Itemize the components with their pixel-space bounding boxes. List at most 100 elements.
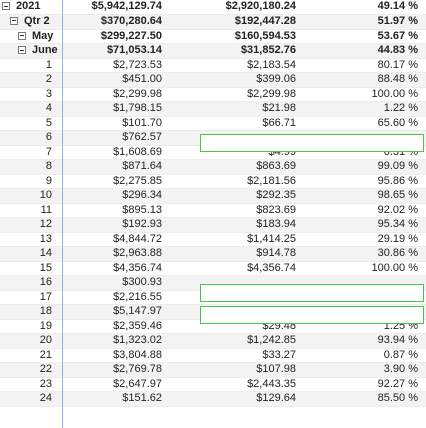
hierarchy-row-june: June $71,053.14 $31,852.76 44.83 %: [0, 44, 426, 59]
value-col-1: $2,359.46: [113, 319, 162, 332]
day-number: 15: [39, 261, 52, 274]
value-col-3: 85.50 %: [377, 392, 418, 404]
day-number: 17: [39, 290, 52, 303]
value-col-3: 30.86 %: [377, 247, 418, 259]
value-col-2: $2,443.35: [247, 377, 296, 390]
value-col-1: $2,723.53: [113, 58, 162, 71]
value-col-1: $3,804.88: [113, 348, 162, 361]
value-col-3: 95.34 %: [377, 218, 418, 230]
value-col-2: $863.69: [256, 160, 296, 172]
value-col-3: 98.65 %: [377, 189, 418, 201]
value-col-3: 92.27 %: [377, 377, 418, 390]
value-col-3: 95.86 %: [377, 174, 418, 187]
day-number: 19: [39, 319, 52, 332]
day-row: 5 $101.70 $66.71 65.60 %: [0, 116, 426, 131]
value-col-3: 3.90 %: [383, 363, 418, 375]
row-label: Qtr 2: [24, 14, 50, 27]
hierarchy-row-2021: 2021 $5,942,129.74 $2,920,180.24 49.14 %: [0, 0, 426, 15]
day-row: 8 $871.64 $863.69 99.09 %: [0, 160, 426, 175]
value-col-2: $160,594.53: [234, 29, 296, 42]
value-col-1: $871.64: [122, 160, 162, 172]
value-col-1: $5,147.97: [113, 305, 162, 317]
value-col-3: 1.22 %: [383, 102, 418, 114]
value-col-1: $5,942,129.74: [91, 0, 162, 12]
value-col-3: 49.14 %: [377, 0, 418, 12]
day-number: 8: [45, 160, 52, 172]
day-row: 4 $1,798.15 $21.98 1.22 %: [0, 102, 426, 117]
value-col-1: $895.13: [122, 203, 162, 216]
value-col-2: $1,414.25: [247, 232, 296, 245]
value-col-3: 44.83 %: [377, 44, 418, 56]
collapse-button[interactable]: [18, 46, 26, 54]
day-number: 3: [45, 87, 52, 100]
day-number: 1: [45, 58, 52, 71]
day-number: 23: [39, 377, 52, 390]
value-col-3: 80.17 %: [377, 58, 418, 71]
value-col-1: $370,280.64: [100, 14, 162, 27]
row-label: 2021: [16, 0, 41, 12]
day-row: 11 $895.13 $823.69 92.02 %: [0, 203, 426, 218]
value-col-2: $2,183.54: [247, 58, 296, 71]
day-number: 6: [45, 131, 52, 143]
day-number: 16: [39, 276, 52, 288]
value-col-2: $292.35: [256, 189, 296, 201]
value-col-3: 92.02 %: [377, 203, 418, 216]
day-number: 12: [39, 218, 52, 230]
day-number: 21: [39, 348, 52, 361]
value-col-1: $4,844.72: [113, 232, 162, 245]
day-row: 14 $2,963.88 $914.78 30.86 %: [0, 247, 426, 262]
value-col-3: 93.94 %: [377, 334, 418, 346]
day-number: 24: [39, 392, 52, 404]
value-col-2: $33.27: [262, 348, 296, 361]
day-row: 13 $4,844.72 $1,414.25 29.19 %: [0, 232, 426, 247]
value-col-2: $129.64: [256, 392, 296, 404]
collapse-button[interactable]: [2, 2, 10, 10]
value-col-2: $2,299.98: [247, 87, 296, 100]
day-row: 22 $2,769.78 $107.98 3.90 %: [0, 363, 426, 378]
day-row: 1 $2,723.53 $2,183.54 80.17 %: [0, 58, 426, 73]
value-col-2: $2,181.56: [247, 174, 296, 187]
value-col-2: $1,242.85: [247, 334, 296, 346]
collapse-button[interactable]: [18, 31, 26, 40]
day-row: 10 $296.34 $292.35 98.65 %: [0, 189, 426, 204]
value-col-2: $192,447.28: [234, 14, 296, 27]
value-col-1: $296.34: [122, 189, 162, 201]
value-col-1: $1,608.69: [113, 145, 162, 158]
row-label: June: [32, 44, 58, 56]
value-col-2: $31,852.76: [240, 44, 296, 56]
day-number: 7: [45, 145, 52, 158]
value-col-1: $192.93: [122, 218, 162, 230]
value-col-2: $4,356.74: [247, 261, 296, 274]
value-col-1: $2,275.85: [113, 174, 162, 187]
row-header-divider: [62, 0, 63, 428]
value-col-3: 0.87 %: [383, 348, 418, 361]
value-col-2: $2,920,180.24: [225, 0, 296, 12]
day-row: 12 $192.93 $183.94 95.34 %: [0, 218, 426, 233]
highlight-box-day-16: [200, 284, 424, 302]
value-col-2: $914.78: [256, 247, 296, 259]
collapse-button[interactable]: [10, 16, 18, 25]
value-col-3: 29.19 %: [377, 232, 418, 245]
value-col-1: $300.93: [122, 276, 162, 288]
day-row: 9 $2,275.85 $2,181.56 95.86 %: [0, 174, 426, 189]
row-label: May: [32, 29, 54, 42]
value-col-1: $299,227.50: [100, 29, 162, 42]
day-number: 22: [39, 363, 52, 375]
value-col-3: 53.67 %: [377, 29, 418, 42]
value-col-3: 88.48 %: [377, 73, 418, 85]
value-col-1: $2,769.78: [113, 363, 162, 375]
hierarchy-row-may: May $299,227.50 $160,594.53 53.67 %: [0, 29, 426, 44]
day-row: 23 $2,647.97 $2,443.35 92.27 %: [0, 377, 426, 392]
value-col-3: 100.00 %: [371, 87, 418, 100]
value-col-1: $101.70: [122, 116, 162, 129]
day-row: 24 $151.62 $129.64 85.50 %: [0, 392, 426, 407]
value-col-1: $4,356.74: [113, 261, 162, 274]
day-row: 15 $4,356.74 $4,356.74 100.00 %: [0, 261, 426, 276]
day-number: 9: [45, 174, 52, 187]
value-col-2: $183.94: [256, 218, 296, 230]
value-col-3: 100.00 %: [371, 261, 418, 274]
value-col-2: $66.71: [262, 116, 296, 129]
value-col-2: $399.06: [256, 73, 296, 85]
highlight-box-day-17: [200, 306, 424, 324]
value-col-1: $1,798.15: [113, 102, 162, 114]
